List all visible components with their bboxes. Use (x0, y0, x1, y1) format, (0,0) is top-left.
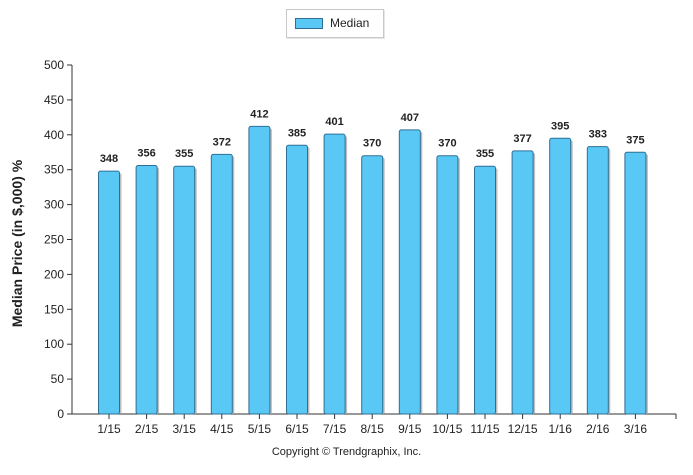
y-tick-label: 200 (44, 267, 64, 281)
x-tick-label: 5/15 (248, 422, 272, 436)
x-tick-label: 12/15 (508, 422, 538, 436)
bar-3-16 (624, 151, 647, 415)
data-label: 385 (288, 127, 306, 139)
data-label: 383 (589, 129, 607, 141)
x-tick-label: 1/15 (97, 422, 121, 436)
bar-7-15 (323, 133, 346, 415)
data-label: 355 (175, 148, 193, 160)
copyright-notice: Copyright © Trendgraphix, Inc. (271, 446, 422, 458)
y-tick-label: 50 (51, 372, 65, 386)
chart-legend: Median (286, 9, 384, 38)
x-tick-label: 2/16 (586, 422, 610, 436)
x-tick-label: 3/15 (173, 422, 197, 436)
y-tick-label: 450 (44, 93, 64, 107)
bar-12-15 (511, 150, 534, 415)
data-label: 356 (137, 148, 155, 160)
y-tick-label: 350 (44, 163, 64, 177)
data-label: 375 (626, 134, 644, 146)
data-label: 372 (213, 136, 231, 148)
x-tick-label: 3/16 (624, 422, 648, 436)
data-label: 370 (363, 138, 381, 150)
y-tick-label: 300 (44, 198, 64, 212)
x-tick-label: 6/15 (285, 422, 309, 436)
bar-6-15 (286, 144, 308, 415)
data-label: 395 (551, 120, 569, 132)
bar-4-15 (210, 153, 233, 415)
bar-11-15 (474, 165, 496, 415)
bar-9-15 (398, 129, 421, 415)
bar-2-16 (586, 146, 609, 415)
bar-10-15 (436, 155, 459, 415)
bar-2-15 (135, 165, 158, 415)
bar-1-16 (549, 137, 572, 415)
x-tick-label: 4/15 (210, 422, 234, 436)
data-label: 355 (476, 148, 494, 160)
data-label: 412 (250, 108, 268, 120)
x-tick-label: 2/15 (135, 422, 159, 436)
x-tick-label: 11/15 (470, 422, 499, 436)
x-tick-label: 9/15 (398, 422, 422, 436)
y-tick-label: 250 (44, 233, 64, 247)
y-axis-title: Median Price (in $,000) % (9, 159, 25, 327)
bar-8-15 (361, 155, 384, 415)
data-label: 401 (325, 116, 343, 128)
x-tick-label: 8/15 (361, 422, 385, 436)
y-tick-label: 400 (44, 128, 64, 142)
x-tick-label: 7/15 (323, 422, 347, 436)
y-tick-label: 100 (44, 337, 64, 351)
bar-5-15 (248, 125, 271, 415)
legend-swatch-median (295, 18, 323, 29)
x-tick-label: 1/16 (549, 422, 573, 436)
data-label: 407 (401, 112, 419, 124)
data-label: 348 (100, 153, 118, 165)
bar-3-15 (173, 165, 196, 415)
data-label: 377 (513, 133, 531, 145)
x-tick-label: 10/15 (432, 422, 462, 436)
y-tick-label: 150 (44, 302, 64, 316)
legend-label-median: Median (330, 16, 370, 30)
y-tick-label: 500 (44, 58, 64, 72)
y-tick-label: 0 (57, 407, 64, 421)
data-label: 370 (438, 138, 456, 150)
bar-1-15 (98, 170, 120, 415)
